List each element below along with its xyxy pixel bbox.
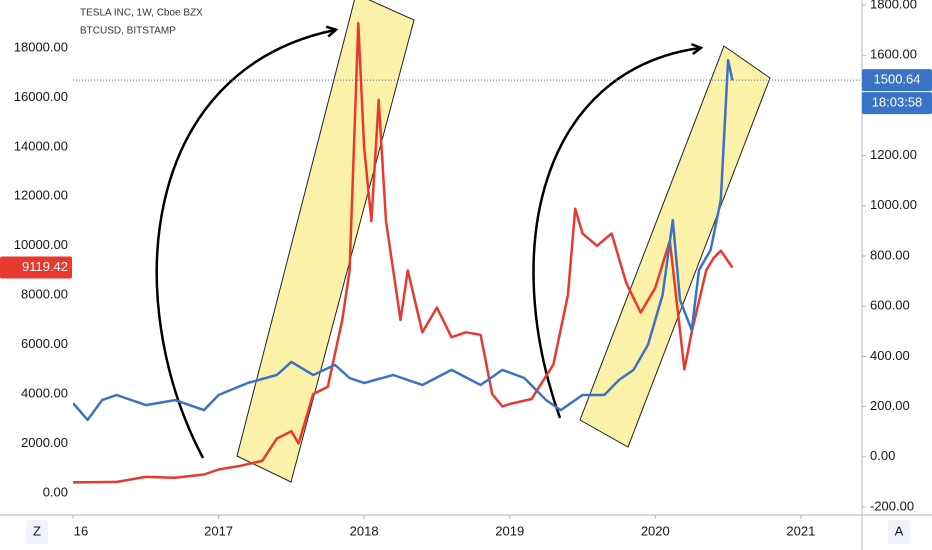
button[interactable]: [26, 520, 48, 544]
price-label: 1500.64: [874, 72, 921, 87]
y2-tick-label: -200.00: [870, 498, 914, 513]
arrow: [532, 48, 700, 419]
arrow: [155, 30, 335, 459]
y2-tick-label: 1600.00: [870, 47, 917, 62]
y2-tick-label: 800.00: [870, 247, 910, 262]
line-series: [73, 58, 734, 422]
button-label[interactable]: A: [895, 523, 904, 538]
y-tick-label: 4000.00: [21, 386, 68, 401]
countdown-label: 18:03:58: [872, 95, 923, 110]
series-name: BTCUSD, BITSTAMP: [80, 26, 176, 37]
button[interactable]: [888, 520, 910, 544]
x-tick-label: 2018: [350, 523, 379, 538]
y-tick-label: 6000.00: [21, 336, 68, 351]
x-tick-label: 2019: [495, 523, 524, 538]
price-box: [862, 69, 932, 92]
highlight-box: [236, 0, 415, 483]
countdown-box: [862, 92, 932, 115]
x-tick-label: 2017: [204, 523, 233, 538]
y-tick-label: 16000.00: [14, 89, 68, 104]
y-tick-label: 10000.00: [14, 237, 68, 252]
price-label: 9119.42: [22, 259, 68, 274]
series-name: TESLA INC, 1W, Cboe BZX: [80, 8, 203, 19]
y2-tick-label: 400.00: [870, 348, 910, 363]
price-box: [0, 256, 72, 279]
x-tick-label: 16: [74, 523, 88, 538]
y-tick-label: 0.00: [43, 484, 68, 499]
y2-tick-label: 1200.00: [870, 147, 917, 162]
plot: [73, 21, 734, 484]
y2-tick-label: 1000.00: [870, 197, 917, 212]
y2-tick-label: 0.00: [870, 448, 895, 463]
annotations: [155, 0, 771, 483]
y-tick-label: 2000.00: [21, 435, 68, 450]
y-tick-label: 18000.00: [14, 39, 68, 54]
x-tick-label: 2020: [641, 523, 670, 538]
y2-tick-label: 200.00: [870, 398, 910, 413]
y-tick-label: 12000.00: [14, 188, 68, 203]
line-series: [73, 21, 734, 484]
y2-tick-label: 600.00: [870, 298, 910, 313]
y2-tick-label: 1800.00: [870, 0, 917, 11]
y-tick-label: 14000.00: [14, 138, 68, 153]
x-tick-label: 2021: [786, 523, 815, 538]
button-label[interactable]: Z: [33, 523, 41, 538]
y-tick-label: 8000.00: [21, 287, 68, 302]
